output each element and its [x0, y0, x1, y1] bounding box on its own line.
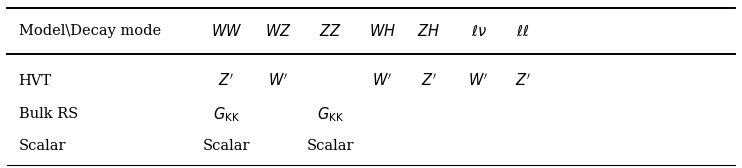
- Text: Scalar: Scalar: [203, 139, 250, 153]
- Text: $WH$: $WH$: [369, 23, 395, 39]
- Text: $Z'$: $Z'$: [421, 72, 437, 89]
- Text: $ZZ$: $ZZ$: [319, 23, 341, 39]
- Text: $WZ$: $WZ$: [265, 23, 292, 39]
- Text: $W'$: $W'$: [268, 72, 289, 89]
- Text: Model\Decay mode: Model\Decay mode: [19, 24, 161, 38]
- Text: Bulk RS: Bulk RS: [19, 107, 78, 121]
- Text: $\ell\ell$: $\ell\ell$: [516, 24, 530, 39]
- Text: $W'$: $W'$: [372, 72, 393, 89]
- Text: $Z'$: $Z'$: [218, 72, 234, 89]
- Text: $Z'$: $Z'$: [515, 72, 531, 89]
- Text: $W'$: $W'$: [468, 72, 489, 89]
- Text: HVT: HVT: [19, 74, 52, 88]
- Text: $G_{\mathrm{KK}}$: $G_{\mathrm{KK}}$: [213, 105, 240, 124]
- Text: Scalar: Scalar: [306, 139, 354, 153]
- Text: $ZH$: $ZH$: [418, 23, 440, 39]
- Text: $\ell\nu$: $\ell\nu$: [470, 24, 487, 39]
- Text: Scalar: Scalar: [19, 139, 66, 153]
- Text: $WW$: $WW$: [211, 23, 242, 39]
- Text: $G_{\mathrm{KK}}$: $G_{\mathrm{KK}}$: [317, 105, 344, 124]
